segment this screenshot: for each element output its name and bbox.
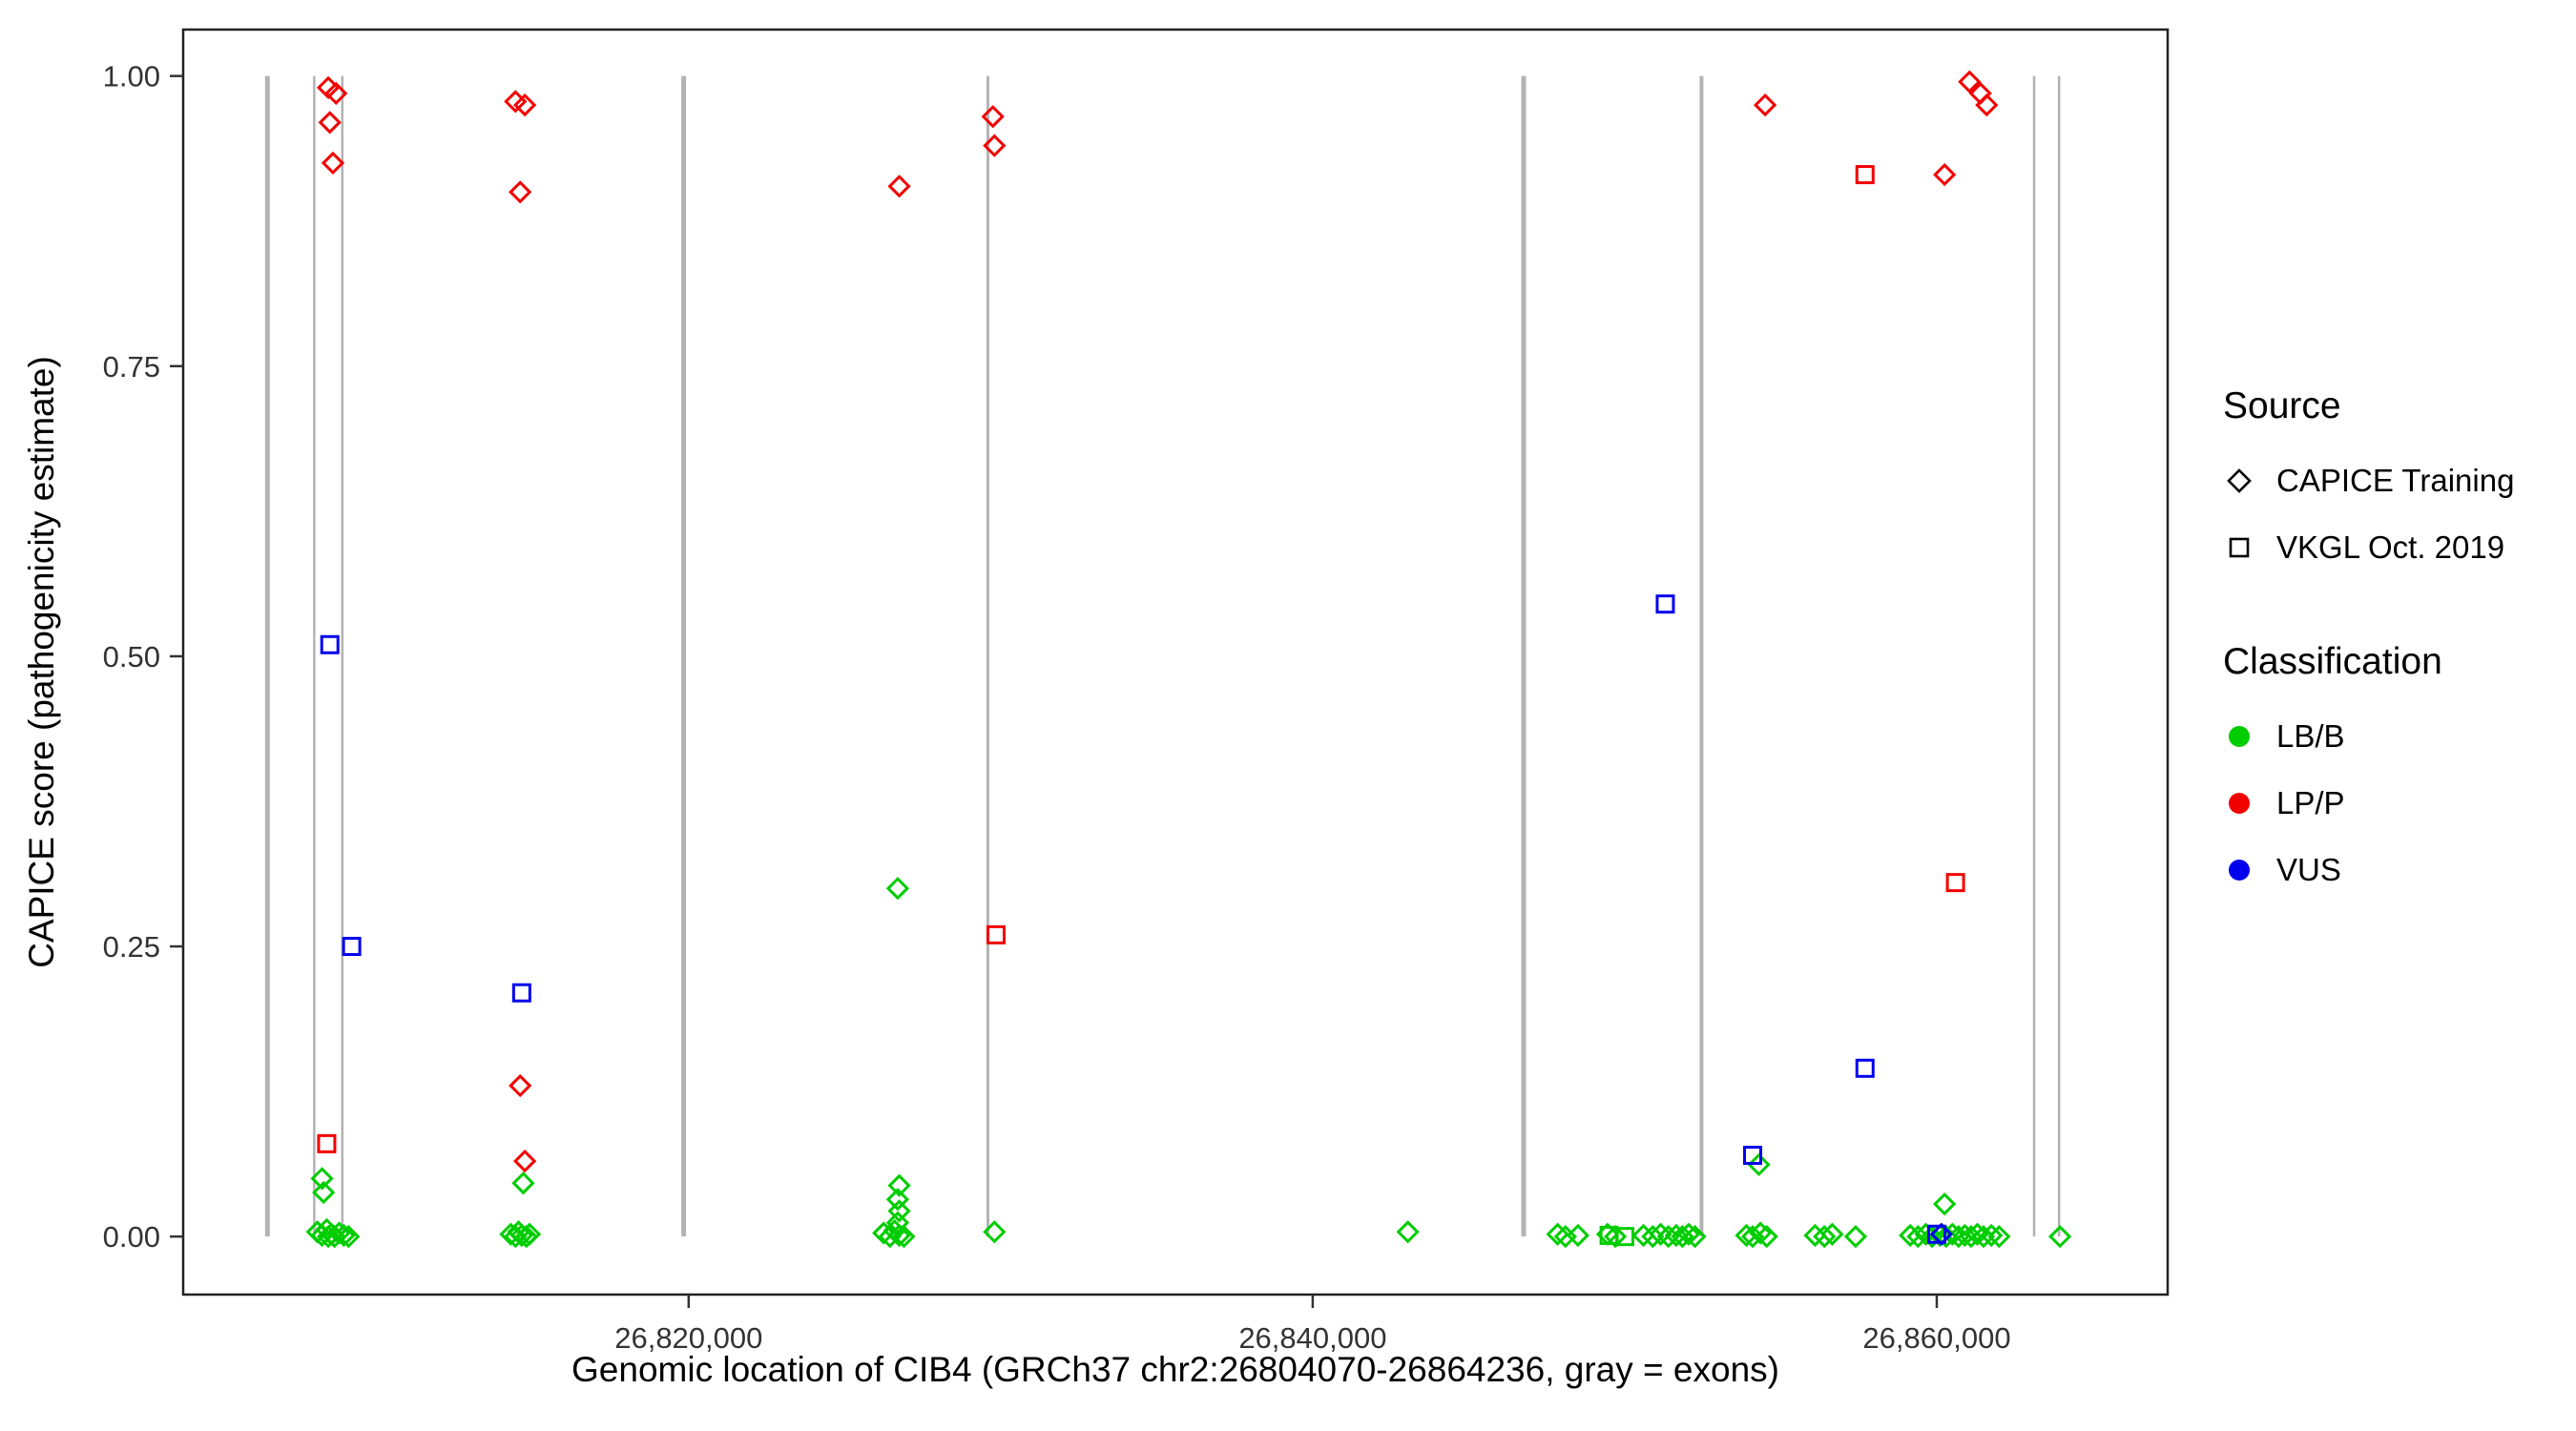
data-point-diamond [512, 93, 537, 117]
data-point-diamond [1631, 1223, 1655, 1248]
data-point-diamond [504, 90, 528, 114]
y-axis-tick-label: 0.00 [103, 1220, 160, 1254]
red-dot-icon [2229, 793, 2250, 814]
y-axis-tick-label: 0.50 [103, 640, 160, 674]
data-point-diamond [318, 111, 342, 135]
data-point-diamond [1396, 1220, 1420, 1244]
data-point-diamond [509, 180, 532, 204]
data-point-diamond [511, 1172, 535, 1195]
legend-item-label: VKGL Oct. 2019 [2276, 529, 2505, 565]
data-point-diamond [509, 1223, 533, 1248]
legend-item-lbb: LB/B [2223, 712, 2514, 761]
data-point-diamond [310, 1167, 334, 1191]
data-point-square [342, 937, 362, 957]
data-point-diamond [887, 175, 911, 198]
data-point-diamond [337, 1225, 361, 1249]
y-axis-title: CAPICE score (pathogenicity estimate) [22, 356, 61, 968]
data-point-diamond [1980, 1223, 2004, 1248]
diamond-icon [2223, 465, 2255, 497]
data-point-diamond [885, 1188, 910, 1212]
legend-item-vkgl: VKGL Oct. 2019 [2223, 523, 2514, 572]
x-axis-tick-label: 26,860,000 [1862, 1321, 2010, 1355]
data-point-diamond [332, 1223, 356, 1248]
data-point-diamond [1753, 93, 1777, 117]
data-point-square [1655, 594, 1675, 614]
data-point-diamond [324, 81, 348, 106]
data-point-diamond [887, 1199, 911, 1223]
data-point-diamond [1566, 1223, 1590, 1248]
legend-item-label: VUS [2276, 852, 2341, 887]
data-point-square [511, 983, 531, 1003]
data-point-square [1855, 1058, 1875, 1078]
data-point-diamond [981, 105, 1005, 129]
data-point-square [317, 1133, 337, 1153]
data-point-diamond [1933, 162, 1957, 187]
data-point-diamond [1641, 1225, 1665, 1249]
data-point-diamond [1971, 1225, 1996, 1249]
data-point-diamond [517, 1222, 542, 1246]
data-point-diamond [1813, 1225, 1837, 1249]
y-axis-tick-label: 0.25 [103, 930, 160, 964]
legend-item-lpp: LP/P [2223, 778, 2514, 828]
data-point-diamond [1546, 1222, 1569, 1246]
y-axis-tick-label: 1.00 [103, 60, 160, 93]
data-point-diamond [1749, 1221, 1773, 1245]
green-dot-icon [2229, 726, 2250, 747]
data-point-diamond [872, 1221, 896, 1245]
data-point-diamond [1843, 1225, 1868, 1249]
x-axis-tick-label: 26,840,000 [1238, 1321, 1386, 1355]
data-point-diamond [1676, 1222, 1701, 1246]
legend-classification-group: Classification LB/B LP/P VUS [2223, 641, 2514, 895]
data-point-square [1614, 1227, 1634, 1247]
data-point-diamond [1803, 1223, 1827, 1248]
data-point-square [1945, 873, 1965, 893]
data-point-diamond [1965, 1222, 1989, 1246]
data-point-diamond [1987, 1225, 2011, 1249]
data-point-square [1855, 165, 1875, 185]
data-point-diamond [1683, 1225, 1707, 1249]
data-point-diamond [1649, 1222, 1672, 1246]
data-point-square [320, 634, 340, 654]
legend-item-label: CAPICE Training [2276, 463, 2515, 498]
data-point-diamond [1975, 93, 1999, 117]
data-point-diamond [887, 1223, 911, 1248]
legend-item-label: LP/P [2276, 785, 2345, 820]
y-axis-tick-label: 0.75 [103, 350, 160, 384]
data-point-diamond [1820, 1222, 1844, 1246]
data-point-diamond [1914, 1222, 1938, 1246]
legend-source-title: Source [2223, 385, 2341, 426]
data-point-square [1743, 1146, 1763, 1166]
data-point-square [986, 924, 1006, 944]
plot-panel-border [181, 28, 2170, 1296]
data-point-diamond [1933, 1192, 1957, 1216]
legend-classification-title: Classification [2223, 641, 2442, 682]
data-point-diamond [885, 877, 910, 901]
data-point-diamond [1755, 1225, 1778, 1249]
data-point-diamond [983, 1220, 1007, 1244]
x-axis-title: Genomic location of CIB4 (GRCh37 chr2:26… [571, 1350, 1779, 1389]
legend: Source CAPICE Training VKGL Oct. 2019 Cl… [2223, 385, 2514, 912]
data-point-diamond [887, 1173, 911, 1197]
legend-source-group: Source CAPICE Training VKGL Oct. 2019 [2223, 385, 2514, 572]
legend-item-capice-training: CAPICE Training [2223, 456, 2514, 506]
data-point-diamond [2048, 1225, 2072, 1249]
legend-item-label: LB/B [2276, 718, 2345, 754]
data-point-diamond [312, 1180, 336, 1205]
square-icon [2223, 531, 2255, 564]
blue-dot-icon [2229, 860, 2250, 881]
data-point-diamond [321, 151, 345, 176]
data-point-diamond [983, 134, 1007, 157]
x-axis-tick-label: 26,820,000 [614, 1321, 762, 1355]
data-point-diamond [512, 1149, 537, 1173]
legend-item-vus: VUS [2223, 845, 2514, 895]
data-point-diamond [892, 1225, 916, 1249]
data-point-diamond [1747, 1152, 1771, 1176]
data-point-diamond [1958, 70, 1982, 93]
data-point-diamond [509, 1073, 532, 1098]
data-point-square [1926, 1224, 1946, 1244]
